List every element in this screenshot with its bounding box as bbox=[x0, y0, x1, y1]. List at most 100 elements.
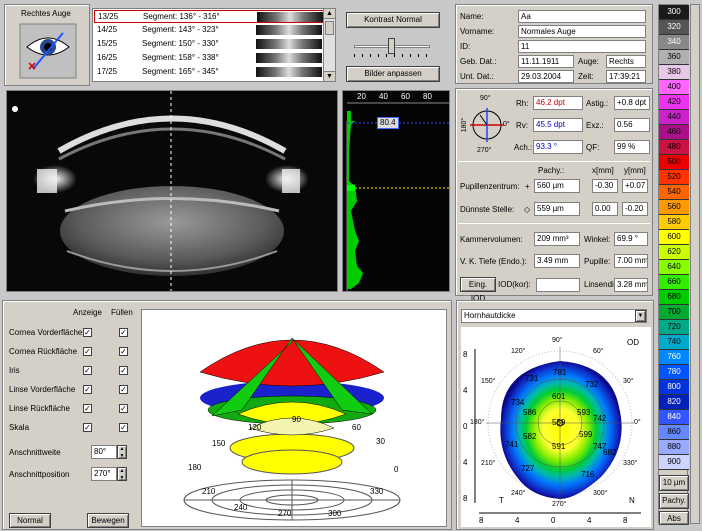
depth-label: V. K. Tiefe (Endo.): bbox=[460, 257, 527, 266]
cut-width-field[interactable]: 80° bbox=[91, 445, 117, 459]
map-value: 781 bbox=[553, 368, 567, 377]
scale-abs-button[interactable]: Abs bbox=[659, 511, 689, 525]
scale-cell: 300 bbox=[659, 5, 689, 20]
fill-checkbox[interactable]: ✓ bbox=[119, 404, 128, 413]
rv-field[interactable]: 45.5 dpt bbox=[533, 118, 583, 132]
measurements-panel: 90° 270° 180° 0° Rh: 46.2 dpt Rv: 45.5 d… bbox=[455, 88, 653, 303]
map-x-tick: 8 bbox=[479, 516, 484, 525]
pachymetry-map[interactable]: 90° 60° 30° 0° 330° 300° 270° 240° 210° 180° 150° 1… bbox=[461, 327, 651, 527]
segment-row[interactable]: 17/25 Segment: 165° - 345° bbox=[94, 66, 324, 79]
segment-row[interactable]: 13/25 Segment: 136° - 316° bbox=[94, 10, 324, 23]
segment-row[interactable]: 16/25 Segment: 158° - 338° bbox=[94, 52, 324, 65]
fit-images-button[interactable]: Bilder anpassen bbox=[346, 66, 440, 82]
contrast-button[interactable]: Kontrast Normal bbox=[346, 12, 440, 28]
cut-pos-field[interactable]: 270° bbox=[91, 467, 117, 481]
move-button[interactable]: Bewegen bbox=[87, 513, 129, 528]
show-checkbox[interactable]: ✓ bbox=[83, 328, 92, 337]
pupil-pachy-field[interactable]: 560 µm bbox=[534, 179, 580, 193]
scale-step[interactable]: 10 µm bbox=[659, 475, 689, 491]
option-label: Skala bbox=[9, 423, 30, 432]
scale-pachy-button[interactable]: Pachy. bbox=[659, 493, 689, 509]
segment-list[interactable]: 13/25 Segment: 136° - 316° 14/25 Segment: 1… bbox=[92, 8, 336, 82]
map-x-tick: 8 bbox=[623, 516, 628, 525]
map-type-dropdown[interactable]: Hornhautdicke bbox=[461, 309, 647, 323]
map-y-tick: 4 bbox=[463, 458, 468, 467]
show-checkbox[interactable]: ✓ bbox=[83, 347, 92, 356]
map-value: 582 bbox=[523, 432, 537, 441]
map-angle-label: 330° bbox=[623, 460, 638, 467]
plot3d-axis-label: 60 bbox=[352, 423, 361, 432]
qf-field[interactable]: 99 % bbox=[614, 140, 650, 154]
plot3d-axis-label: 150 bbox=[212, 439, 226, 448]
iod-kor-label: IOD(kor): bbox=[498, 280, 531, 289]
map-value: 727 bbox=[521, 464, 535, 473]
chevron-down-icon[interactable]: ▼ bbox=[635, 310, 646, 322]
scale-cell: 320 bbox=[659, 20, 689, 35]
fill-checkbox[interactable]: ✓ bbox=[119, 423, 128, 432]
geb-field[interactable]: 11.11.1911 bbox=[518, 55, 574, 68]
cut-width-label: Anschnittweite bbox=[9, 448, 61, 457]
angle-field[interactable]: 69.9 ° bbox=[614, 232, 648, 246]
show-checkbox[interactable]: ✓ bbox=[83, 423, 92, 432]
map-y-tick: 8 bbox=[463, 350, 468, 359]
rv-label: Rv: bbox=[516, 121, 528, 130]
segment-scrollbar[interactable]: ▲ ▼ bbox=[323, 9, 335, 81]
thin-x-field[interactable]: 0.00 bbox=[592, 202, 618, 216]
show-checkbox[interactable]: ✓ bbox=[83, 366, 92, 375]
segment-row[interactable]: 15/25 Segment: 150° - 330° bbox=[94, 38, 324, 51]
contrast-slider[interactable] bbox=[354, 36, 430, 58]
segment-thumbnail bbox=[256, 39, 322, 49]
depth-field[interactable]: 3.49 mm bbox=[534, 254, 580, 268]
pachy-header: Pachy.: bbox=[538, 166, 565, 175]
scale-cell: 540 bbox=[659, 185, 689, 200]
plot3d-axis-label: 0 bbox=[394, 465, 399, 474]
iod-kor-field[interactable] bbox=[536, 278, 580, 292]
geb-label: Geb. Dat.: bbox=[460, 57, 497, 66]
fill-checkbox[interactable]: ✓ bbox=[119, 328, 128, 337]
option-label: Cornea Vorderfläche bbox=[9, 328, 83, 337]
map-y-tick: 0 bbox=[463, 422, 468, 431]
show-checkbox[interactable]: ✓ bbox=[83, 385, 92, 394]
scale-cell: 880 bbox=[659, 440, 689, 455]
thin-y-field[interactable]: -0.20 bbox=[622, 202, 648, 216]
cut-width-spinner[interactable]: ▲ ▼ bbox=[117, 445, 127, 459]
scale-cell: 480 bbox=[659, 140, 689, 155]
fill-checkbox[interactable]: ✓ bbox=[119, 385, 128, 394]
scale-cell: 420 bbox=[659, 95, 689, 110]
pupil-field[interactable]: 7.00 mm bbox=[614, 254, 648, 268]
zeit-field[interactable]: 17:39:21 bbox=[606, 70, 646, 83]
astig-field[interactable]: +0.8 dpt bbox=[614, 96, 650, 110]
scheimpflug-image[interactable] bbox=[6, 90, 338, 292]
fill-checkbox[interactable]: ✓ bbox=[119, 347, 128, 356]
fill-checkbox[interactable]: ✓ bbox=[119, 366, 128, 375]
exz-field[interactable]: 0.56 bbox=[614, 118, 650, 132]
pupil-x-field[interactable]: -0.30 bbox=[592, 179, 618, 193]
eing-iod-button[interactable]: Eing. IOD bbox=[460, 277, 496, 303]
scale-scrollbar[interactable] bbox=[690, 4, 700, 524]
plot3d-axis-label: 300 bbox=[328, 509, 342, 518]
axis-diagram: 90° 270° 180° 0° bbox=[460, 93, 510, 157]
map-value: 742 bbox=[593, 414, 607, 423]
eye-icon[interactable] bbox=[19, 23, 77, 79]
id-field[interactable]: 11 bbox=[518, 40, 646, 53]
rh-field[interactable]: 46.2 dpt bbox=[533, 96, 583, 110]
3d-plot[interactable]: 150 120 90 60 30 0 330 300 270 240 210 180 bbox=[141, 309, 447, 527]
cut-pos-spinner[interactable]: ▲ ▼ bbox=[117, 467, 127, 481]
thin-pachy-field[interactable]: 559 µm bbox=[534, 202, 580, 216]
segment-row[interactable]: 14/25 Segment: 143° - 323° bbox=[94, 24, 324, 37]
show-checkbox[interactable]: ✓ bbox=[83, 404, 92, 413]
ach-field[interactable]: 93.3 ° bbox=[533, 140, 583, 154]
densitometry-tick: 80 bbox=[423, 92, 432, 101]
pupil-y-field[interactable]: +0.07 bbox=[622, 179, 648, 193]
unt-field[interactable]: 29.03.2004 bbox=[518, 70, 574, 83]
lens-field[interactable]: 3.28 mm bbox=[614, 278, 648, 292]
scale-cell: 900 bbox=[659, 455, 689, 470]
normal-button[interactable]: Normal bbox=[9, 513, 51, 528]
scale-cell: 340 bbox=[659, 35, 689, 50]
scale-cell: 520 bbox=[659, 170, 689, 185]
auge-field[interactable]: Rechts bbox=[606, 55, 646, 68]
volume-field[interactable]: 209 mm³ bbox=[534, 232, 580, 246]
vorname-field[interactable]: Normales Auge bbox=[518, 25, 646, 38]
name-field[interactable]: Aa bbox=[518, 10, 646, 23]
zeit-label: Zeit: bbox=[578, 72, 594, 81]
